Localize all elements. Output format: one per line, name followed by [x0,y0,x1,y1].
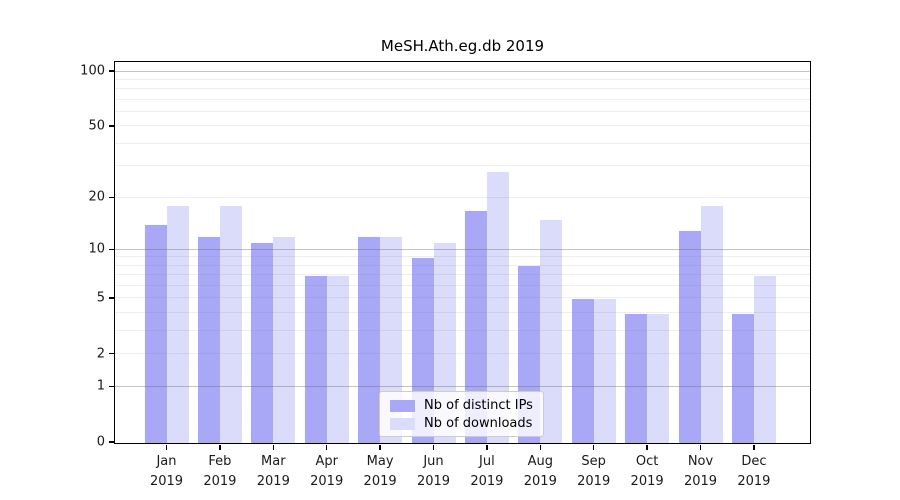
y-tick-10 [108,248,114,250]
gridline-minor-30 [115,165,810,167]
gridline-minor-70 [115,98,810,100]
bar-downloads-sep [593,298,616,443]
plot-canvas: 0 1 2 5 10 20 50 100 Jan 2019 Feb 2019 Mar 2019 Apr… [80,62,810,489]
bar-distinct-ips-dec [731,313,754,443]
gridline-minor-20 [115,196,810,198]
legend-item-distinct-ips: Nb of distinct IPs [390,397,534,414]
gridline-minor-60 [115,111,810,113]
x-tick-label-may: May 2019 [363,454,397,489]
x-tick-label-dec: Dec 2019 [737,454,771,489]
x-tick-label-oct: Oct 2019 [630,454,664,489]
y-tick-1 [108,385,114,388]
legend-label-distinct-ips: Nb of distinct IPs [424,398,533,413]
bar-distinct-ips-oct [625,313,648,443]
y-tick-20 [108,196,114,199]
bar-downloads-jan [166,206,189,443]
legend-label-downloads: Nb of downloads [424,416,533,431]
chart-title: MeSH.Ath.eg.db 2019 [380,37,545,55]
x-tick-sep [592,444,595,450]
y-tick-label-20: 20 [88,189,105,205]
legend-swatch-distinct-ips [390,399,415,412]
y-tick-label-2: 2 [96,346,105,362]
x-tick-label-mar: Mar 2019 [256,454,290,489]
bar-downloads-jul [486,172,509,443]
x-tick-label-jan: Jan 2019 [149,454,184,489]
gridline-minor-80 [115,88,810,90]
y-tick-5 [108,297,114,299]
x-tick-aug [539,444,542,450]
x-tick-feb [219,444,221,450]
y-tick-100 [108,70,114,72]
gridline-minor-90 [115,78,810,80]
bar-distinct-ips-feb [197,236,220,443]
bar-downloads-apr [326,275,349,443]
y-tick-0 [108,441,114,443]
y-tick-label-0: 0 [96,434,105,450]
x-tick-nov [699,444,702,450]
bar-distinct-ips-mar [251,243,274,443]
bar-distinct-ips-jul [464,210,487,443]
x-tick-label-nov: Nov 2019 [683,454,718,489]
bar-distinct-ips-apr [304,275,327,443]
plot-area: 0 1 2 5 10 20 50 100 Jan 2019 Feb 2019 Mar 2019 Apr… [80,61,811,489]
bar-distinct-ips-may [358,236,381,443]
x-tick-label-sep: Sep 2019 [577,454,611,489]
bar-distinct-ips-sep [571,298,594,443]
x-tick-jul [486,444,488,450]
x-tick-jan [165,444,168,450]
y-tick-label-50: 50 [88,118,105,134]
bar-downloads-feb [219,206,242,443]
bar-distinct-ips-nov [678,230,701,443]
x-tick-mar [272,444,275,450]
y-tick-label-5: 5 [96,290,105,306]
x-tick-label-jul: Jul 2019 [470,454,504,489]
x-tick-label-apr: Apr 2019 [310,454,344,489]
legend-item-downloads: Nb of downloads [390,415,534,432]
legend: Nb of distinct IPs Nb of downloads [379,391,544,437]
y-tick-label-1: 1 [96,378,105,394]
gridline-major-100 [115,70,810,72]
bar-downloads-nov [700,206,723,443]
bar-downloads-mar [273,236,296,443]
y-tick-50 [108,125,114,127]
bar-downloads-dec [753,275,776,443]
gridline-minor-50 [115,125,810,127]
y-tick-2 [108,352,114,355]
legend-swatch-downloads [390,417,415,430]
x-tick-label-feb: Feb 2019 [203,454,237,489]
x-tick-dec [753,444,755,450]
x-tick-apr [325,444,328,450]
x-tick-may [379,444,381,450]
bar-downloads-oct [647,313,670,443]
x-tick-label-jun: Jun 2019 [416,454,451,489]
y-tick-label-100: 100 [80,63,105,79]
bar-distinct-ips-jan [144,225,167,443]
x-tick-jun [432,444,435,450]
x-tick-label-aug: Aug 2019 [523,454,557,489]
y-tick-label-10: 10 [88,241,105,257]
gridline-minor-40 [115,142,810,144]
bar-downloads-aug [540,220,563,443]
x-tick-oct [646,444,648,450]
